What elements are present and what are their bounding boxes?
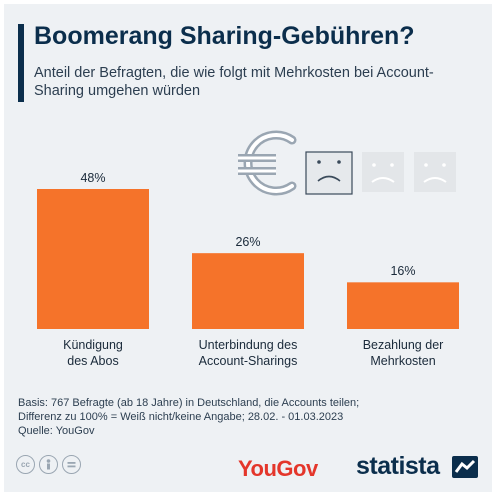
value-label: 26%	[235, 235, 261, 250]
sad-face-icon	[305, 151, 353, 195]
statista-logo-icon[interactable]	[452, 456, 478, 478]
source-line: Quelle: YouGov	[18, 425, 95, 437]
sad-face-icon	[362, 152, 404, 192]
bar	[192, 253, 304, 329]
category-label: Bezahlung der Mehrkosten	[362, 338, 444, 368]
person-icon[interactable]	[39, 455, 58, 474]
statista-logo[interactable]: statista	[356, 452, 440, 480]
title-accent-bar	[18, 24, 24, 102]
euro-icon	[238, 130, 297, 196]
yougov-logo[interactable]: YouGov	[238, 456, 318, 481]
chart-title: Boomerang Sharing-Gebühren?	[34, 22, 415, 50]
chart-subtitle: Anteil der Befragten, die wie folgt mit …	[34, 65, 434, 99]
bar	[37, 189, 149, 329]
source-line: Differenz zu 100% = Weiß nicht/keine Ang…	[18, 411, 344, 423]
bar	[347, 282, 459, 329]
category-label: Kündigung des Abos	[63, 338, 123, 368]
equals-icon[interactable]	[62, 455, 81, 474]
category-label: Unterbindung des Account-Sharings	[198, 338, 298, 368]
license-icons[interactable]: cc	[16, 455, 81, 474]
value-label: 48%	[80, 171, 106, 185]
source-note: Basis: 767 Befragte (ab 18 Jahre) in Deu…	[18, 396, 478, 438]
sad-face-icon	[414, 152, 456, 192]
source-line: Basis: 767 Befragte (ab 18 Jahre) in Deu…	[18, 397, 360, 409]
cc-icon[interactable]: cc	[16, 455, 35, 474]
value-label: 16%	[390, 264, 416, 279]
